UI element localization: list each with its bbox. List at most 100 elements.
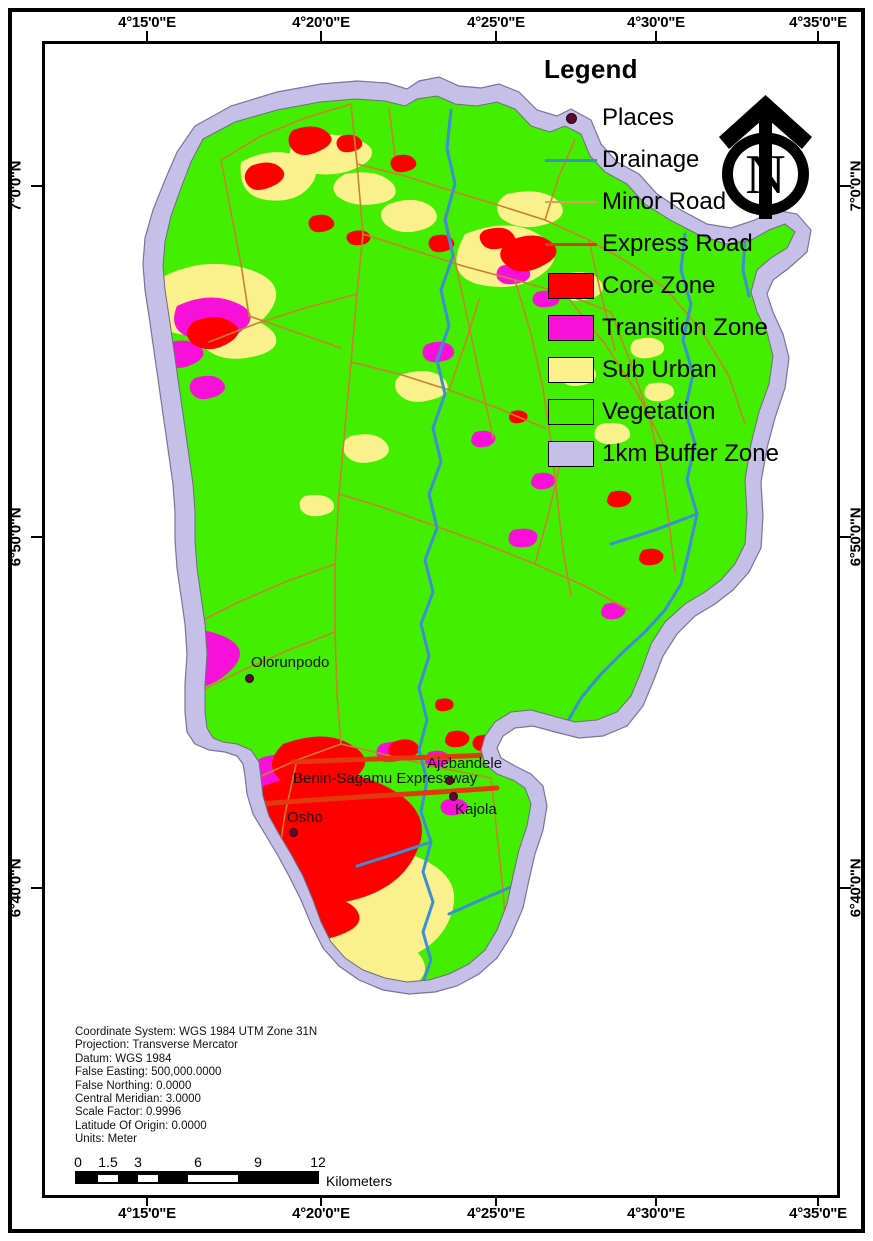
legend-swatch-wrap xyxy=(540,158,602,162)
legend-item-minor-road[interactable]: Minor Road xyxy=(540,181,835,223)
scale-bar-units: Kilometers xyxy=(326,1173,393,1189)
legend-item-vegetation[interactable]: Vegetation xyxy=(540,391,835,433)
scale-tick-6: 6 xyxy=(194,1154,202,1170)
graticule-tick-top-3 xyxy=(495,31,497,42)
places-dot-icon xyxy=(565,112,577,124)
legend-item-places[interactable]: Places xyxy=(540,97,835,139)
legend-label-transition-zone: Transition Zone xyxy=(602,314,768,341)
scale-tick-0: 0 xyxy=(74,1154,82,1170)
graticule-tick-left-3 xyxy=(31,887,42,889)
scale-tick-9: 9 xyxy=(254,1154,262,1170)
crs-line-datum: Datum: WGS 1984 xyxy=(75,1052,172,1065)
scale-bar-segment-light-3 xyxy=(188,1175,238,1182)
north-arrow-head xyxy=(719,95,812,149)
graticule-tick-top-5 xyxy=(817,31,819,42)
legend-swatch-wrap xyxy=(540,399,602,425)
sub-urban-swatch-icon xyxy=(548,357,594,383)
legend-label-drainage: Drainage xyxy=(602,146,700,173)
scale-tick-12: 12 xyxy=(310,1154,326,1170)
graticule-left-label-2: 6°50'0"N xyxy=(7,507,25,567)
graticule-top-label-1: 4°15'0"E xyxy=(118,14,176,31)
scale-tick-3: 3 xyxy=(134,1154,142,1170)
map-neatline-frame: Olorunpodo Benin-Sagamu Expressway Ajeba… xyxy=(42,41,840,1198)
scale-bar-ticks: 0 1.5 3 6 9 12 xyxy=(74,1154,375,1171)
legend-swatch-wrap xyxy=(540,357,602,383)
place-dot-olorunpodo[interactable] xyxy=(245,674,254,683)
graticule-tick-bottom-5 xyxy=(817,1195,819,1206)
graticule-bottom-label-4: 4°30'0"E xyxy=(627,1205,685,1222)
place-dot-kajola[interactable] xyxy=(449,792,458,801)
scale-tick-15: 1.5 xyxy=(98,1154,118,1170)
crs-line-units: Units: Meter xyxy=(75,1133,137,1146)
north-arrow: N xyxy=(719,95,812,219)
legend-label-minor-road: Minor Road xyxy=(602,188,727,215)
graticule-top-label-4: 4°30'0"E xyxy=(627,14,685,31)
legend-swatch-wrap xyxy=(540,441,602,467)
crs-info-block: Coordinate System: WGS 1984 UTM Zone 31N… xyxy=(75,1026,317,1147)
legend-item-sub-urban[interactable]: Sub Urban xyxy=(540,349,835,391)
place-label-kajola: Kajola xyxy=(455,801,497,818)
place-label-ajebandele: Ajebandele xyxy=(427,755,503,772)
vegetation-swatch-icon xyxy=(548,399,594,425)
minor-road-line-icon xyxy=(545,201,597,203)
map-canvas[interactable] xyxy=(45,44,840,1198)
place-label-olorunpodo: Olorunpodo xyxy=(251,654,330,671)
graticule-top-label-5: 4°35'0"E xyxy=(789,14,847,31)
legend-item-buffer-zone[interactable]: 1km Buffer Zone xyxy=(540,433,835,475)
scale-bar-segment-light-2 xyxy=(138,1175,158,1182)
graticule-tick-right-1 xyxy=(840,185,851,187)
crs-line-false-easting: False Easting: 500,000.0000 xyxy=(75,1066,222,1079)
graticule-tick-bottom-2 xyxy=(320,1195,322,1206)
legend-swatch-wrap xyxy=(540,273,602,299)
graticule-tick-left-2 xyxy=(31,536,42,538)
legend-label-buffer-zone: 1km Buffer Zone xyxy=(602,440,779,467)
crs-line-coordinate-system: Coordinate System: WGS 1984 UTM Zone 31N xyxy=(75,1026,318,1038)
legend: Legend Places Drainage Minor Road xyxy=(540,54,835,475)
transition-zone-swatch-icon xyxy=(548,315,594,341)
north-arrow-letter: N xyxy=(745,144,785,206)
legend-label-vegetation: Vegetation xyxy=(602,398,716,425)
crs-line-central-meridian: Central Meridian: 3.0000 xyxy=(75,1093,201,1106)
scale-bar-graphic: Kilometers xyxy=(75,1171,392,1189)
legend-swatch-wrap xyxy=(540,242,602,246)
legend-swatch-wrap xyxy=(540,112,602,124)
graticule-tick-top-1 xyxy=(146,31,148,42)
legend-label-core-zone: Core Zone xyxy=(602,272,716,299)
graticule-tick-top-4 xyxy=(655,31,657,42)
legend-item-drainage[interactable]: Drainage xyxy=(540,139,835,181)
crs-line-scale-factor: Scale Factor: 0.9996 xyxy=(75,1106,182,1119)
crs-line-projection: Projection: Transverse Mercator xyxy=(75,1039,238,1052)
legend-label-sub-urban: Sub Urban xyxy=(602,356,717,383)
graticule-bottom-label-2: 4°20'0"E xyxy=(292,1205,350,1222)
legend-label-express-road: Express Road xyxy=(602,230,753,257)
crs-line-false-northing: False Northing: 0.0000 xyxy=(75,1079,192,1092)
graticule-tick-bottom-4 xyxy=(655,1195,657,1206)
graticule-tick-bottom-3 xyxy=(495,1195,497,1206)
crs-line-latitude-of-origin: Latitude Of Origin: 0.0000 xyxy=(75,1119,207,1132)
legend-title: Legend xyxy=(544,54,638,84)
graticule-bottom-label-3: 4°25'0"E xyxy=(467,1205,525,1222)
legend-label-places: Places xyxy=(602,104,675,131)
graticule-tick-top-2 xyxy=(320,31,322,42)
place-label-osho: Osho xyxy=(287,809,323,826)
graticule-left-label-1: 7°0'0"N xyxy=(7,160,25,212)
buffer-zone-swatch-icon xyxy=(548,441,594,467)
graticule-left-label-3: 6°40'0"N xyxy=(7,858,25,918)
outer-frame xyxy=(8,8,865,1233)
express-road-line-icon xyxy=(545,242,597,246)
graticule-tick-bottom-1 xyxy=(146,1195,148,1206)
legend-item-express-road[interactable]: Express Road xyxy=(540,223,835,265)
drainage-line-icon xyxy=(545,158,597,162)
graticule-bottom-label-5: 4°35'0"E xyxy=(789,1205,847,1222)
scale-bar: 0 1.5 3 6 9 12 Kilometers xyxy=(74,1154,392,1189)
graticule-bottom-label-1: 4°15'0"E xyxy=(118,1205,176,1222)
north-arrow-ring xyxy=(722,132,809,216)
place-dot-ajebandele[interactable] xyxy=(445,776,454,785)
legend-item-transition-zone[interactable]: Transition Zone xyxy=(540,307,835,349)
place-dot-osho[interactable] xyxy=(289,828,298,837)
legend-item-core-zone[interactable]: Core Zone xyxy=(540,265,835,307)
core-zone-swatch-icon xyxy=(548,273,594,299)
graticule-tick-left-1 xyxy=(31,185,42,187)
graticule-top-label-3: 4°25'0"E xyxy=(467,14,525,31)
